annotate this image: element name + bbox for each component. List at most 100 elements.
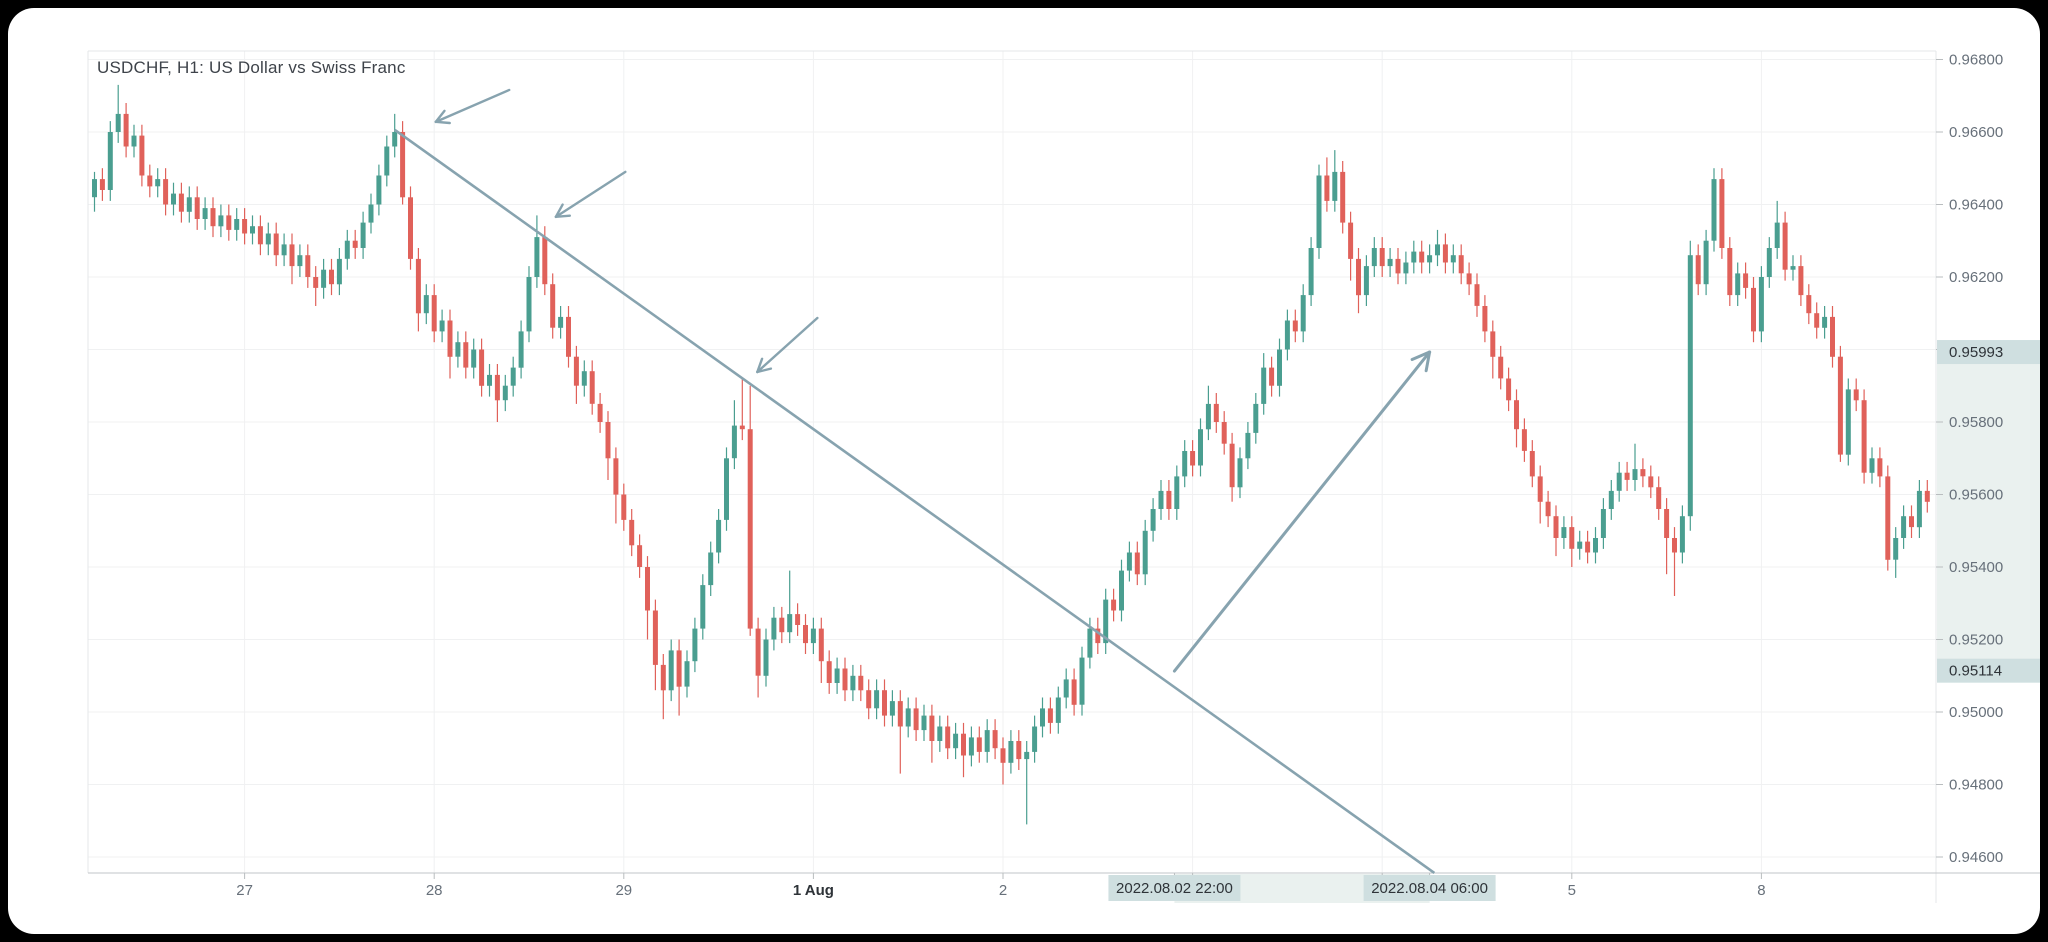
candle-body [1403,262,1409,274]
candle [226,204,232,241]
candle [510,356,516,397]
arrow-annotation-line [554,170,627,219]
trendline-drawing[interactable] [393,128,1436,875]
candle [242,208,248,245]
candle [376,164,382,216]
candle [882,679,887,727]
candle [368,193,374,234]
candle-body [1719,179,1725,248]
time-axis-label: 1 Aug [793,882,834,899]
candle [629,509,635,557]
candle [139,124,145,187]
candle [897,690,903,774]
candle [1679,505,1685,564]
candle [502,374,508,412]
candle [1798,255,1804,306]
candle [1529,440,1535,488]
candle [1379,237,1385,277]
candle-body [929,715,935,741]
candle [439,309,445,343]
candle-body [281,244,287,256]
arrow-annotation[interactable] [756,316,819,374]
candle-body [597,403,603,422]
candle [1166,480,1172,520]
candle [494,364,500,422]
candle-body [1837,356,1843,455]
up-arrow-annotation[interactable] [1172,350,1432,673]
candle [842,657,848,702]
candle [1079,646,1085,716]
candle [1324,157,1330,212]
candle [747,385,753,636]
candle-body [178,193,184,212]
candle-body [1277,349,1282,386]
candle-body [1174,476,1180,509]
candle [1119,559,1124,622]
candle-body [1577,541,1583,549]
candle-body [1363,266,1369,296]
candle [1498,345,1504,390]
candle-body [1616,472,1622,491]
candle [937,715,943,752]
candle-body [1569,527,1575,549]
candle [810,617,816,654]
price-axis-label: 0.95600 [1949,486,2003,503]
arrow-annotation-line [434,120,451,125]
candle-body [1308,248,1314,296]
candle [463,331,469,379]
candle-body [1016,741,1022,760]
candle-body [431,295,437,332]
candle [1909,505,1914,538]
arrow-annotation[interactable] [554,170,627,219]
arrow-annotation-line [756,367,773,374]
candle-body [265,233,271,245]
candle [1514,389,1519,448]
candle [1901,505,1907,549]
candle [1071,668,1077,716]
candle [1885,465,1891,571]
candle [447,309,453,379]
candle-body [1024,751,1030,760]
candle [1040,697,1045,738]
candle-body [415,258,421,314]
arrow-annotation[interactable] [434,88,511,125]
candle [1261,353,1267,415]
candle [929,704,935,763]
candle-body [273,233,279,256]
price-anchor-highlight [1937,658,2040,683]
candle-body [1751,287,1756,332]
candle-body [1332,171,1338,201]
candle [1656,476,1662,520]
candle [945,715,951,760]
candle-body [1782,222,1788,270]
candle-body [1063,679,1069,698]
candle [1782,211,1788,281]
candle [1490,320,1496,379]
candle-body [913,708,919,731]
candle-body [1213,403,1219,422]
candle-body [1893,538,1899,560]
candle-body [1000,748,1006,763]
candle-body [1198,429,1203,466]
candle-body [510,367,516,386]
candle [471,338,477,379]
candle-body [1158,490,1164,509]
candle-body [550,284,556,328]
candle-body [242,219,248,234]
candle [455,331,461,368]
price-axis-label: 0.96400 [1949,196,2003,213]
candle-body [1498,356,1504,379]
candle [1221,411,1227,455]
candle-body [502,385,508,401]
candle [692,617,698,673]
candle-body [1348,222,1354,259]
candle [1561,516,1567,549]
candle [1458,244,1464,285]
candle [913,697,919,741]
candle-body [1103,599,1109,644]
candle [1695,244,1701,296]
candle-body [731,425,737,459]
price-chart-canvas[interactable]: 0.96800 0.96600 0.96400 0.96200 0.95800 0.956… [8,8,2040,934]
candle [905,697,911,738]
candle-body [1608,490,1614,509]
